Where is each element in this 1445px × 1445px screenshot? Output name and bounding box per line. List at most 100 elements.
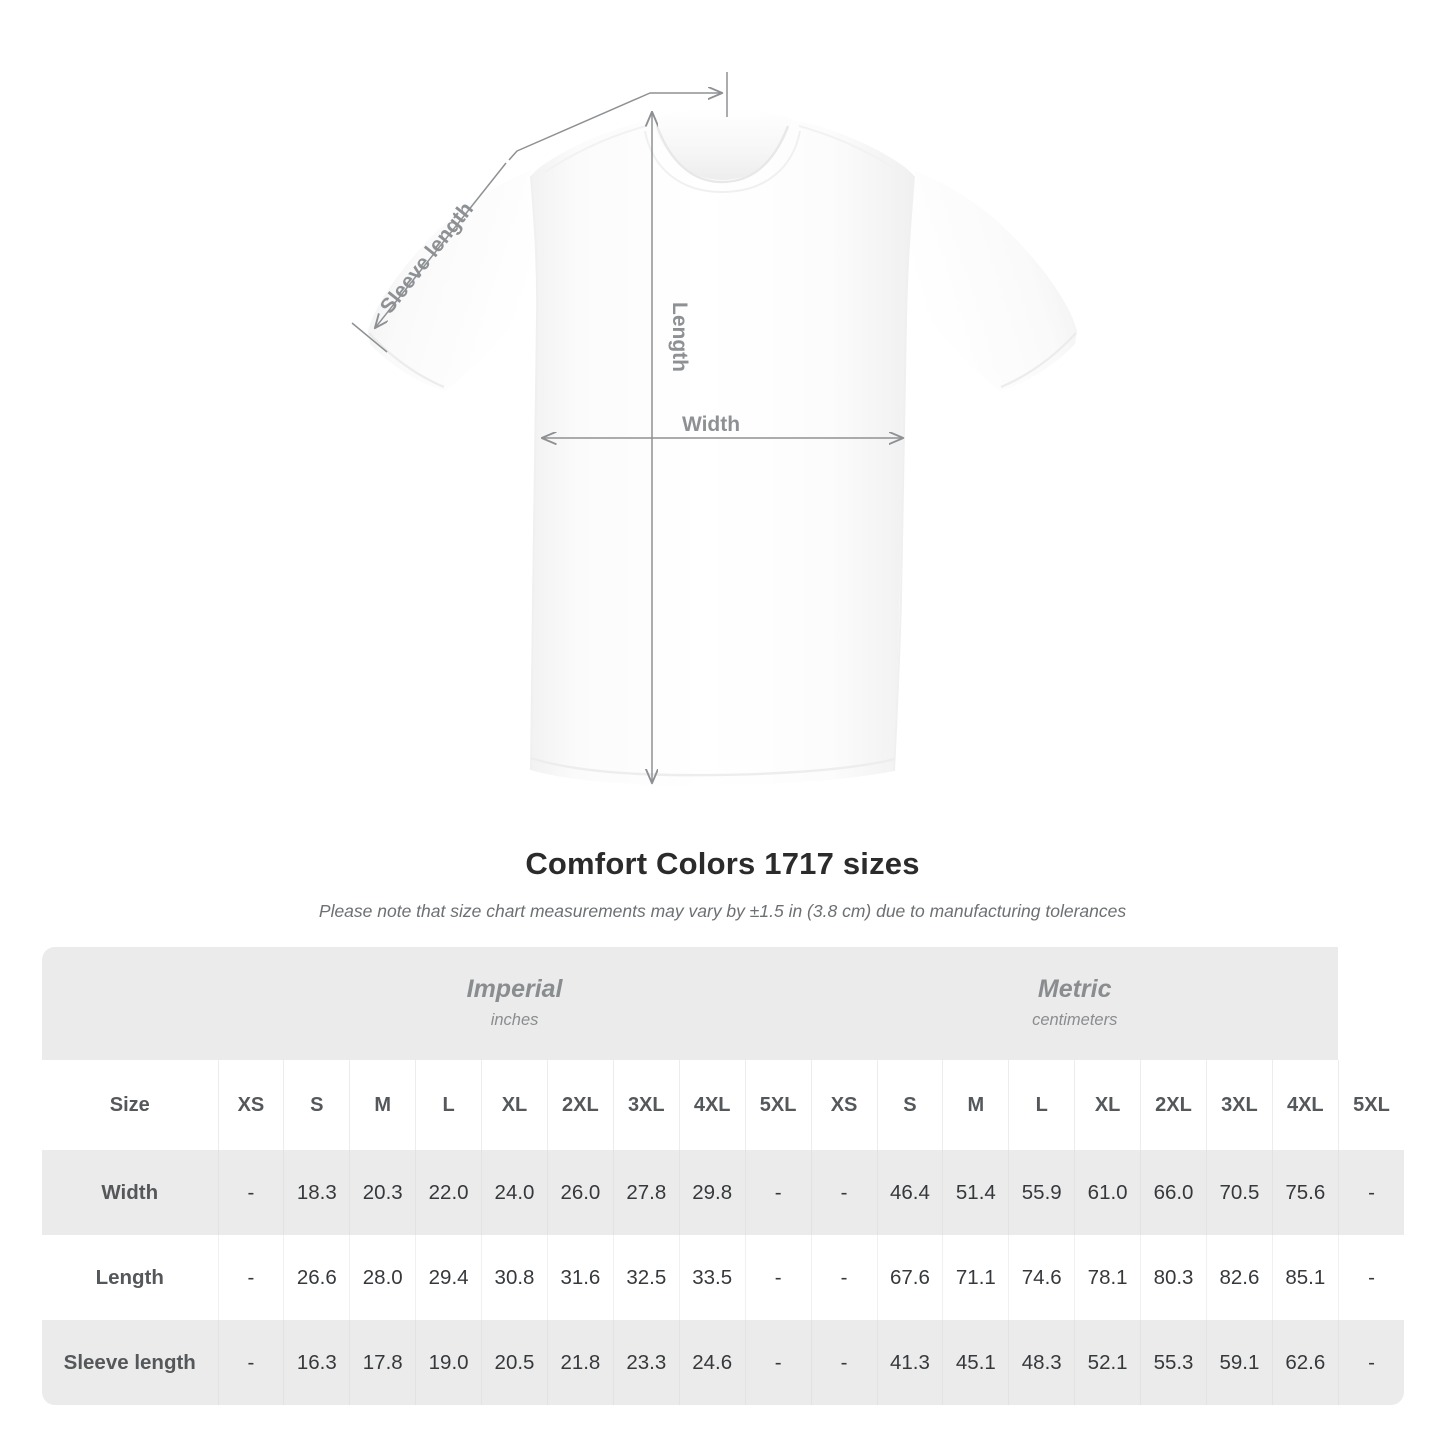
cell-width-met-0: - [810,1150,878,1235]
unit-group-metric: Metric centimeters [811,947,1339,1060]
header-size-met-0: XS [810,1060,878,1150]
cell-length-imp-2: 28.0 [349,1235,416,1320]
width-label: Width [682,413,740,436]
cell-sleeve-met-5: 55.3 [1140,1320,1207,1405]
cell-width-imp-5: 26.0 [546,1150,614,1235]
tolerance-note: Please note that size chart measurements… [318,901,1127,922]
cell-length-imp-5: 31.6 [546,1235,614,1320]
cell-length-imp-0: - [217,1235,284,1320]
header-size-imp-2: M [349,1060,416,1150]
cell-width-imp-7: 29.8 [678,1150,746,1235]
cell-length-met-5: 80.3 [1140,1235,1207,1320]
size-header-row: Size XS S M L XL 2XL 3XL 4XL 5XL XS S M … [42,1060,1404,1150]
width-dimension: Width [543,413,903,438]
unit-group-imperial: Imperial inches [218,947,812,1060]
cell-length-imp-3: 29.4 [415,1235,482,1320]
sleeve-diagonal-line [375,162,507,328]
cell-sleeve-imp-0: - [217,1320,284,1405]
cell-sleeve-met-0: - [810,1320,878,1405]
header-size-imp-0: XS [217,1060,284,1150]
cell-length-met-7: 85.1 [1271,1235,1339,1320]
header-size-imp-6: 3XL [612,1060,680,1150]
cell-width-imp-8: - [744,1150,812,1235]
header-size-met-5: 2XL [1140,1060,1207,1150]
left-side-seam [530,175,539,771]
header-size-imp-8: 5XL [744,1060,812,1150]
table-row: Sleeve length - 16.3 17.8 19.0 20.5 21.8… [42,1320,1404,1405]
cell-width-met-3: 55.9 [1008,1150,1075,1235]
right-shoulder-seam [798,125,901,173]
cell-sleeve-met-7: 62.6 [1271,1320,1339,1405]
cell-length-met-8: - [1337,1235,1404,1320]
header-size-met-1: S [876,1060,943,1150]
header-size-met-4: XL [1074,1060,1141,1150]
cell-sleeve-met-2: 45.1 [942,1320,1009,1405]
unit-imperial-name: Imperial [466,975,563,1004]
cell-sleeve-imp-4: 20.5 [481,1320,548,1405]
cell-width-imp-3: 22.0 [415,1150,482,1235]
cell-length-imp-7: 33.5 [678,1235,746,1320]
sleeve-top-leader [508,93,722,161]
unit-imperial-sub: inches [490,1010,539,1029]
cell-sleeve-imp-1: 16.3 [283,1320,350,1405]
row-label-sleeve-length: Sleeve length [42,1320,218,1405]
cell-width-met-4: 61.0 [1074,1150,1141,1235]
cell-sleeve-imp-8: - [744,1320,812,1405]
row-label-length: Length [42,1235,218,1320]
cell-length-imp-8: - [744,1235,812,1320]
header-size-label: Size [42,1060,218,1150]
header-size-met-3: L [1008,1060,1075,1150]
header-size-imp-5: 2XL [546,1060,614,1150]
cell-sleeve-imp-3: 19.0 [415,1320,482,1405]
cell-width-met-2: 51.4 [942,1150,1009,1235]
shirt-body [531,120,914,786]
unit-spacer-cell [42,947,218,1060]
right-sleeve-cuff [1000,332,1077,389]
cell-width-imp-6: 27.8 [612,1150,680,1235]
cell-sleeve-imp-5: 21.8 [546,1320,614,1405]
cell-sleeve-met-3: 48.3 [1008,1320,1075,1405]
tshirt-measurement-diagram: Sleeve length Length Width [351,72,1077,786]
cell-width-met-5: 66.0 [1140,1150,1207,1235]
collar-band [651,109,793,180]
cell-sleeve-met-1: 41.3 [876,1320,943,1405]
length-dimension: Length [652,113,691,783]
sizes-table: Imperial inches Metric centimeters Size … [42,947,1404,1405]
cell-width-met-8: - [1337,1150,1404,1235]
cell-length-imp-4: 30.8 [481,1235,548,1320]
cell-length-met-6: 82.6 [1205,1235,1273,1320]
cell-sleeve-imp-7: 24.6 [678,1320,746,1405]
header-size-met-7: 4XL [1271,1060,1339,1150]
sleeve-cuff-tick [351,322,388,353]
cell-length-met-0: - [810,1235,878,1320]
cell-width-imp-4: 24.0 [481,1150,548,1235]
left-sleeve [368,170,541,391]
header-size-imp-1: S [283,1060,350,1150]
unit-group-row: Imperial inches Metric centimeters [42,947,1404,1060]
cell-width-met-7: 75.6 [1271,1150,1339,1235]
table-row: Width - 18.3 20.3 22.0 24.0 26.0 27.8 29… [42,1150,1404,1235]
cell-width-imp-1: 18.3 [283,1150,350,1235]
header-size-imp-4: XL [481,1060,548,1150]
right-sleeve [904,170,1077,391]
header-size-met-2: M [942,1060,1009,1150]
right-side-seam [893,175,915,772]
cell-length-imp-1: 26.6 [283,1235,350,1320]
table-row: Length - 26.6 28.0 29.4 30.8 31.6 32.5 3… [42,1235,1404,1320]
cell-sleeve-imp-6: 23.3 [612,1320,680,1405]
cell-width-imp-0: - [217,1150,284,1235]
bottom-hem [530,756,896,777]
page-title: Comfort Colors 1717 sizes [525,846,920,881]
cell-width-met-6: 70.5 [1205,1150,1273,1235]
header-size-met-8: 5XL [1337,1060,1404,1150]
unit-metric-name: Metric [1037,975,1112,1004]
left-sleeve-cuff [368,332,445,389]
cell-sleeve-met-4: 52.1 [1074,1320,1141,1405]
header-size-imp-3: L [415,1060,482,1150]
unit-metric-sub: centimeters [1032,1010,1118,1029]
title-block: Comfort Colors 1717 sizes Please note th… [0,845,1445,923]
cell-sleeve-met-8: - [1337,1320,1404,1405]
row-label-width: Width [42,1150,218,1235]
cell-length-imp-6: 32.5 [612,1235,680,1320]
